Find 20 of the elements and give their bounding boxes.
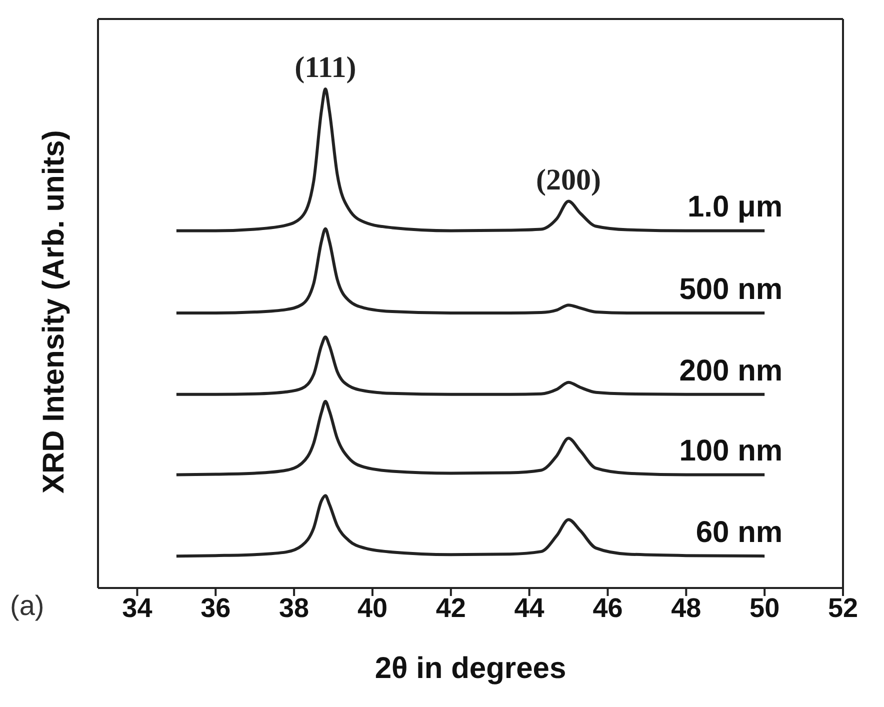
x-tick-label: 34 (122, 593, 152, 624)
series-label: 200 nm (679, 354, 783, 388)
x-tick-label: 52 (828, 593, 858, 624)
annotation: (200) (536, 163, 602, 196)
x-tick-label: 42 (436, 593, 466, 624)
x-tick-label: 36 (200, 593, 231, 624)
x-tick-label: 44 (514, 593, 544, 624)
x-tick-label: 50 (750, 593, 780, 624)
x-tick-label: 38 (279, 593, 310, 624)
series-label: 100 nm (679, 434, 783, 468)
x-tick-label: 48 (671, 593, 702, 624)
x-axis-title: 2θ in degrees (374, 652, 566, 685)
series-label: 1.0 μm (688, 190, 783, 224)
series-label: 500 nm (679, 273, 783, 306)
series-label: 60 nm (696, 516, 783, 550)
x-tick-label: 40 (357, 593, 388, 624)
text: (a) (10, 590, 44, 622)
y-axis-title: XRD Intensity (Arb. units) (38, 130, 71, 494)
x-tick-label: 46 (592, 593, 623, 624)
annotation: (111) (294, 51, 356, 84)
